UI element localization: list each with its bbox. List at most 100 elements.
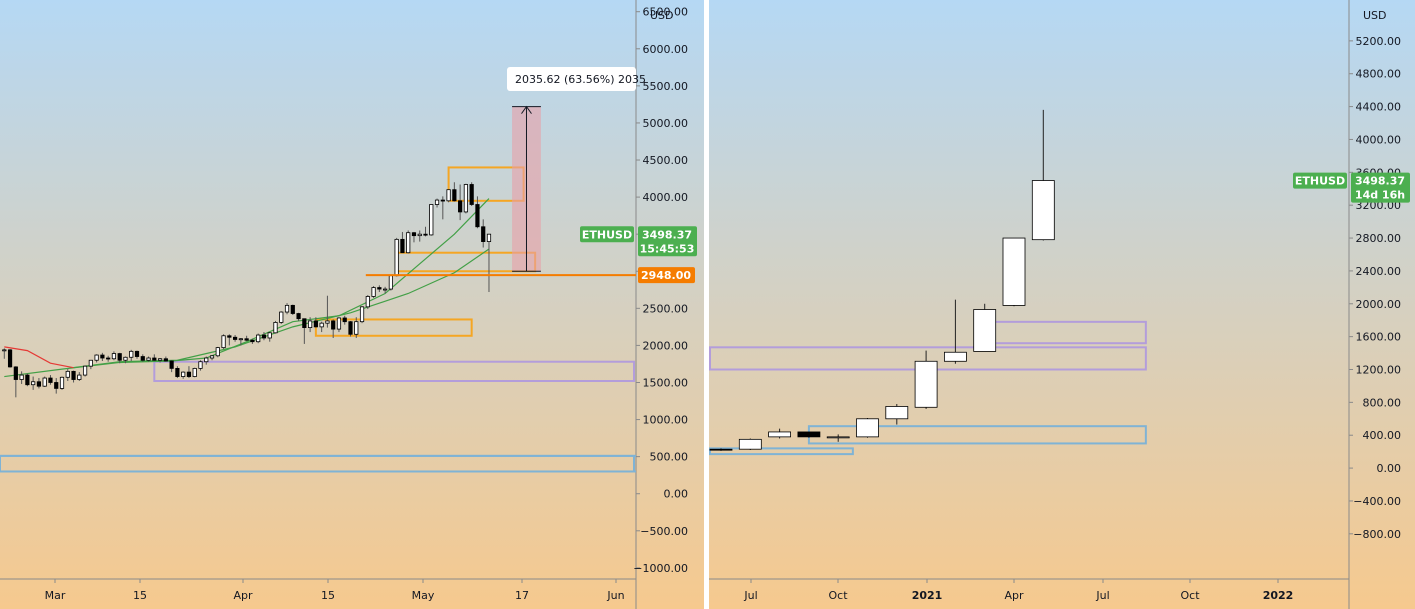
candle-body[interactable] (140, 356, 145, 361)
candle-body[interactable] (134, 350, 140, 357)
candle-body[interactable] (463, 184, 469, 213)
candle-body[interactable] (331, 320, 336, 330)
candle-body[interactable] (169, 360, 174, 369)
candle-body[interactable] (296, 313, 301, 320)
candle-body[interactable] (215, 347, 220, 357)
candle-body[interactable] (123, 356, 128, 361)
candle-body[interactable] (342, 317, 347, 323)
candle-body[interactable] (486, 233, 492, 242)
candle-body[interactable] (111, 353, 117, 360)
candle-body[interactable] (388, 275, 393, 290)
candle-body[interactable] (279, 311, 284, 323)
candle-body[interactable] (944, 351, 967, 362)
candle-body[interactable] (354, 321, 359, 335)
candle-body[interactable] (434, 199, 440, 205)
candle-body[interactable] (19, 374, 24, 380)
candle-body[interactable] (417, 233, 422, 237)
candle-body[interactable] (313, 320, 318, 328)
candle-body[interactable] (885, 406, 909, 420)
candle-body[interactable] (826, 436, 850, 439)
candle-body[interactable] (25, 374, 30, 386)
candle-body[interactable] (7, 349, 13, 368)
candle-body[interactable] (157, 358, 163, 361)
candle-body[interactable] (36, 381, 42, 387)
candle-body[interactable] (106, 357, 111, 360)
candle-body[interactable] (325, 320, 330, 324)
candle-body[interactable] (1031, 180, 1055, 241)
candle-body[interactable] (59, 376, 65, 389)
candle-body[interactable] (394, 238, 399, 277)
pane-divider[interactable] (704, 0, 709, 609)
candle-body[interactable] (406, 232, 411, 254)
candle-body[interactable] (348, 321, 353, 335)
candle-body[interactable] (469, 184, 474, 205)
candle-body[interactable] (221, 335, 226, 349)
candle-body[interactable] (88, 359, 93, 367)
candle-body[interactable] (175, 367, 180, 377)
candle-body[interactable] (856, 418, 879, 438)
candle-body[interactable] (365, 296, 370, 308)
candle-body[interactable] (54, 382, 59, 389)
candle-body[interactable] (244, 338, 249, 341)
right-chart-pane[interactable]: USD5200.004800.004400.004000.003600.0032… (709, 9, 1410, 602)
candle-body[interactable] (256, 334, 261, 343)
candle-body[interactable] (308, 320, 313, 329)
candle-body[interactable] (359, 306, 365, 323)
candle-body[interactable] (411, 232, 417, 237)
candle-body[interactable] (186, 371, 192, 377)
candle-body[interactable] (284, 304, 290, 313)
candle-body[interactable] (768, 431, 791, 438)
candle-body[interactable] (383, 288, 388, 291)
candle-body[interactable] (13, 366, 18, 380)
candle-body[interactable] (198, 361, 203, 369)
candle-body[interactable] (377, 287, 382, 290)
candle-body[interactable] (77, 374, 82, 380)
candle-body[interactable] (2, 349, 7, 352)
candle-body[interactable] (100, 354, 105, 359)
candle-body[interactable] (71, 370, 76, 380)
candle-body[interactable] (440, 199, 445, 202)
candle-body[interactable] (31, 381, 36, 386)
candle-body[interactable] (82, 365, 88, 376)
blue-zone-box[interactable] (709, 447, 854, 456)
candle-body[interactable] (163, 358, 168, 362)
candle-body[interactable] (204, 357, 209, 363)
candle-body[interactable] (129, 350, 134, 358)
candle-body[interactable] (319, 322, 324, 328)
candle-body[interactable] (475, 204, 480, 228)
candle-body[interactable] (181, 371, 186, 377)
candle-body[interactable] (423, 233, 428, 236)
candle-body[interactable] (261, 334, 267, 339)
candle-body[interactable] (709, 448, 733, 451)
candle-body[interactable] (797, 431, 821, 438)
candle-body[interactable] (914, 360, 938, 408)
candle-body[interactable] (458, 200, 463, 213)
candle-body[interactable] (209, 355, 215, 359)
candle-body[interactable] (290, 304, 295, 314)
candle-body[interactable] (152, 357, 157, 361)
candle-body[interactable] (273, 322, 278, 334)
candle-body[interactable] (429, 204, 434, 236)
candle-body[interactable] (446, 189, 451, 202)
candle-body[interactable] (452, 189, 457, 202)
candle-body[interactable] (65, 370, 70, 378)
candle-body[interactable] (94, 354, 99, 361)
candle-body[interactable] (400, 238, 405, 254)
candle-body[interactable] (1002, 237, 1026, 306)
candle-body[interactable] (738, 438, 762, 450)
candle-body[interactable] (232, 336, 238, 340)
candle-body[interactable] (302, 318, 307, 329)
candle-body[interactable] (227, 335, 232, 338)
candle-body[interactable] (238, 338, 243, 341)
candle-body[interactable] (973, 309, 997, 352)
candle-body[interactable] (117, 353, 122, 361)
candle-body[interactable] (267, 332, 272, 339)
candle-body[interactable] (42, 377, 47, 387)
candle-body[interactable] (481, 226, 486, 242)
candle-body[interactable] (48, 377, 53, 383)
candle-body[interactable] (192, 367, 197, 377)
candle-body[interactable] (146, 357, 151, 361)
purple-zone-box[interactable] (153, 360, 635, 383)
